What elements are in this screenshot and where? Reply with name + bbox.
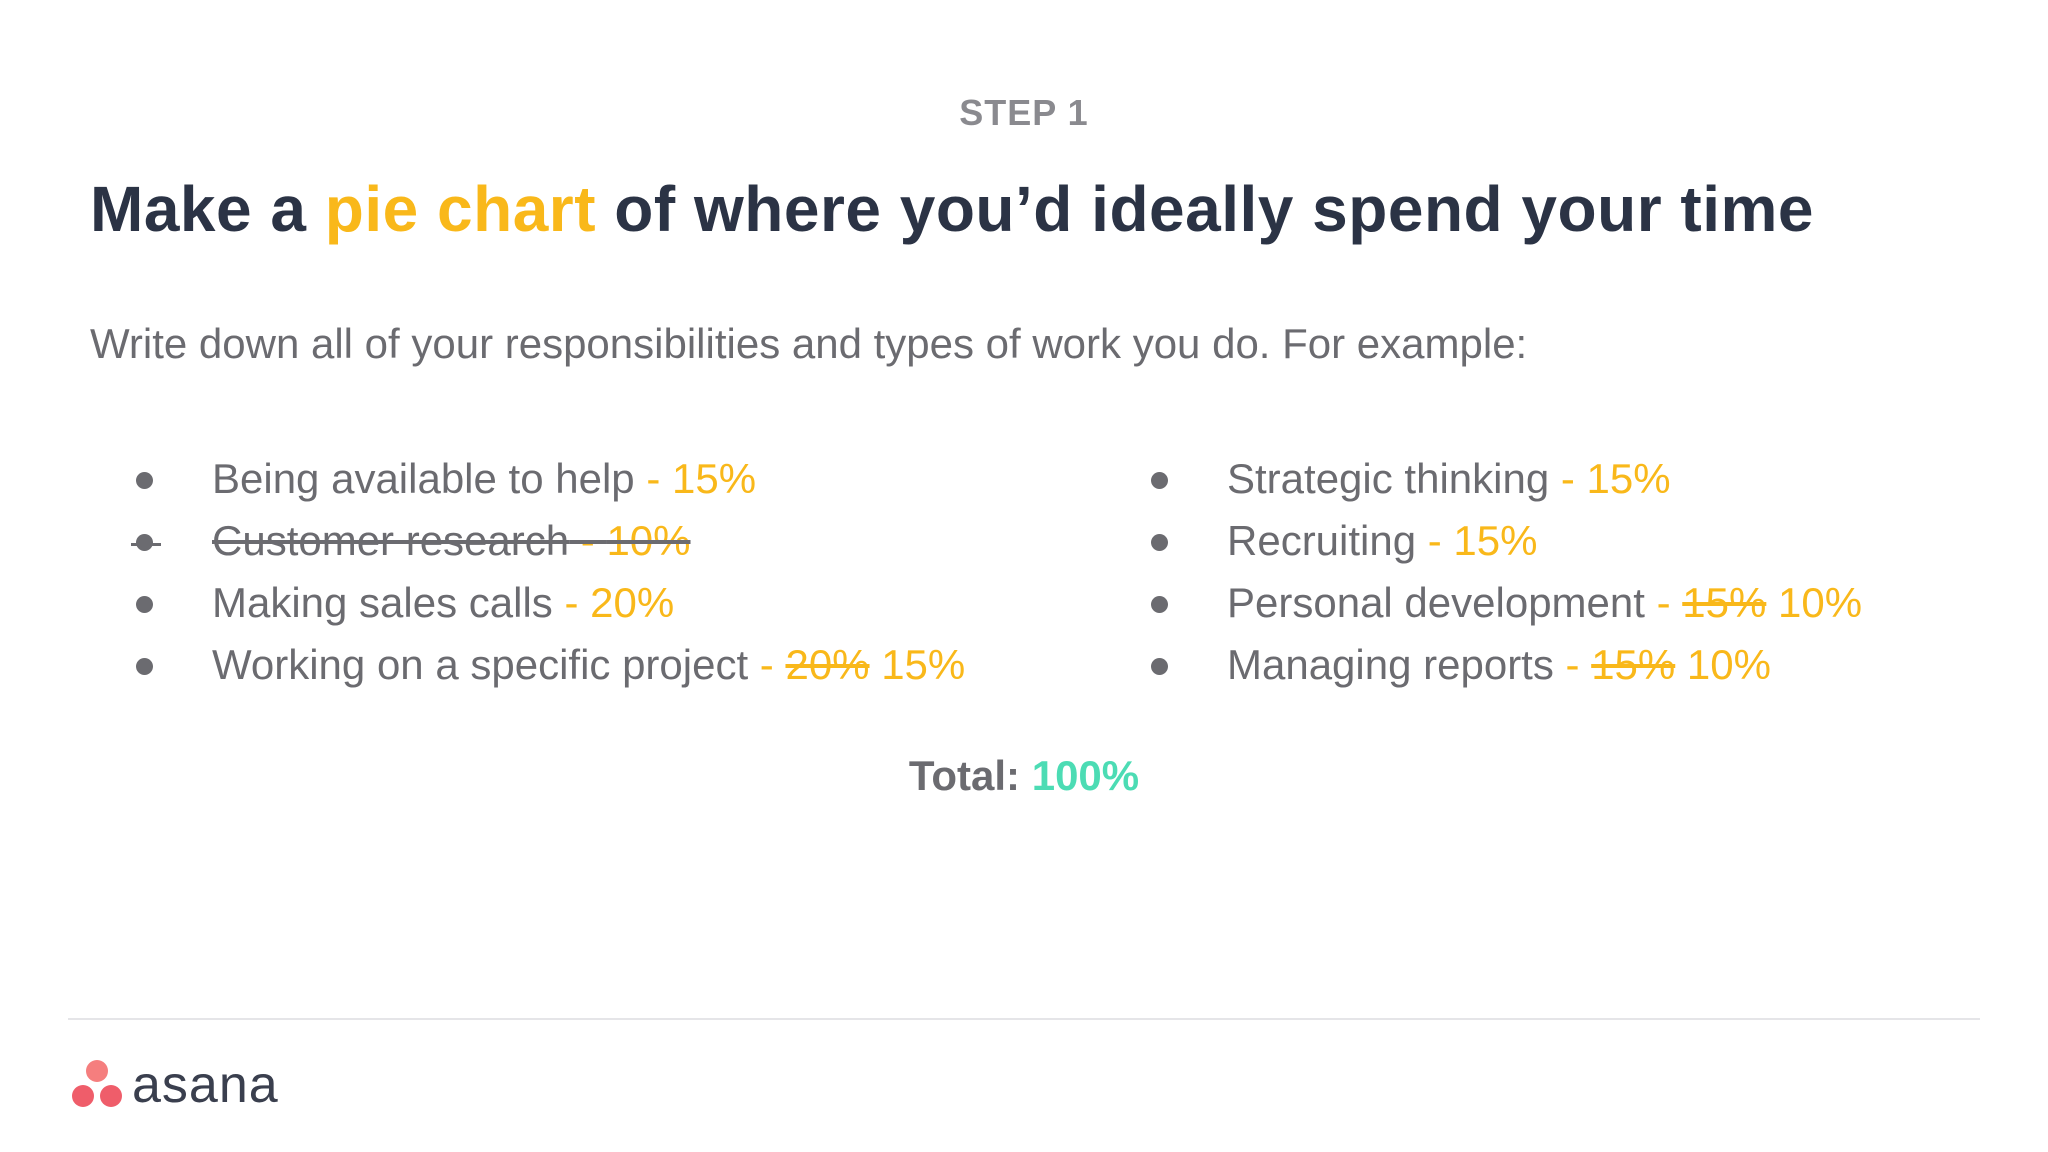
item-label: Recruiting bbox=[1227, 517, 1417, 564]
bullet-icon bbox=[136, 472, 153, 489]
intro-text: Write down all of your responsibilities … bbox=[90, 320, 1528, 367]
item-percent: 10% bbox=[1686, 641, 1771, 688]
list-item: Working on a specific project - 20% 15% bbox=[130, 634, 965, 696]
item-percent: 15% bbox=[671, 455, 757, 502]
list-item: Making sales calls - 20% bbox=[130, 572, 965, 634]
item-percent: 10% bbox=[606, 517, 691, 564]
item-percent: 15% bbox=[1453, 517, 1538, 564]
footer-divider bbox=[68, 1018, 1980, 1020]
item-separator: - bbox=[1644, 579, 1683, 626]
logo-dot-top bbox=[86, 1060, 108, 1082]
item-separator: - bbox=[552, 579, 591, 626]
step-label: STEP 1 bbox=[959, 92, 1089, 133]
list-item: Recruiting - 15% bbox=[1145, 510, 1862, 572]
list-item: Being available to help - 15% bbox=[130, 448, 965, 510]
item-separator: - bbox=[1416, 517, 1454, 564]
item-percent: 15% bbox=[1586, 455, 1671, 502]
logo-wordmark: asana bbox=[132, 1056, 279, 1114]
responsibility-list-left: Being available to help - 15% Customer r… bbox=[130, 448, 965, 696]
logo-dot-right bbox=[100, 1085, 122, 1107]
total-line: Total: 100% bbox=[0, 752, 2048, 800]
list-item: Managing reports - 15% 10% bbox=[1145, 634, 1862, 696]
item-separator: - bbox=[748, 641, 786, 688]
asana-logo: asana bbox=[70, 1055, 279, 1115]
item-old-percent: 20% bbox=[785, 641, 870, 688]
item-percent: 20% bbox=[590, 579, 675, 626]
list-item: Strategic thinking - 15% bbox=[1145, 448, 1862, 510]
title-part-1: Make a bbox=[90, 173, 325, 245]
item-separator: - bbox=[634, 455, 672, 502]
title-part-2: of where you’d ideally spend your time bbox=[596, 173, 1814, 245]
item-label: Strategic thinking bbox=[1227, 455, 1550, 502]
bullet-icon bbox=[1151, 658, 1168, 675]
bullet-icon bbox=[131, 534, 161, 551]
item-percent: 10% bbox=[1778, 579, 1863, 626]
bullet-icon bbox=[1151, 472, 1168, 489]
item-label: Making sales calls bbox=[212, 579, 553, 626]
item-percent: 15% bbox=[881, 641, 966, 688]
item-separator: - bbox=[569, 517, 607, 564]
item-old-percent: 15% bbox=[1682, 579, 1767, 626]
asana-dots-icon bbox=[70, 1060, 124, 1110]
total-label: Total: bbox=[908, 752, 1032, 799]
item-label: Being available to help bbox=[212, 455, 635, 502]
item-separator: - bbox=[1553, 641, 1592, 688]
bullet-icon bbox=[136, 596, 153, 613]
item-label: Customer research bbox=[212, 517, 570, 564]
bullet-icon bbox=[1151, 596, 1168, 613]
list-item: Customer research - 10% bbox=[130, 510, 965, 572]
title-highlight: pie chart bbox=[324, 173, 596, 245]
bullet-icon bbox=[1151, 534, 1168, 551]
bullet-icon bbox=[136, 658, 153, 675]
slide-title: Make a pie chart of where you’d ideally … bbox=[90, 172, 1814, 246]
list-item: Personal development - 15% 10% bbox=[1145, 572, 1862, 634]
total-value: 100% bbox=[1031, 752, 1140, 799]
item-label: Working on a specific project bbox=[212, 641, 749, 688]
item-separator: - bbox=[1549, 455, 1587, 502]
logo-dot-left bbox=[72, 1085, 94, 1107]
item-old-percent: 15% bbox=[1591, 641, 1676, 688]
responsibility-list-right: Strategic thinking - 15% Recruiting - 15… bbox=[1145, 448, 1862, 696]
item-label: Personal development bbox=[1227, 579, 1645, 626]
item-label: Managing reports bbox=[1227, 641, 1554, 688]
